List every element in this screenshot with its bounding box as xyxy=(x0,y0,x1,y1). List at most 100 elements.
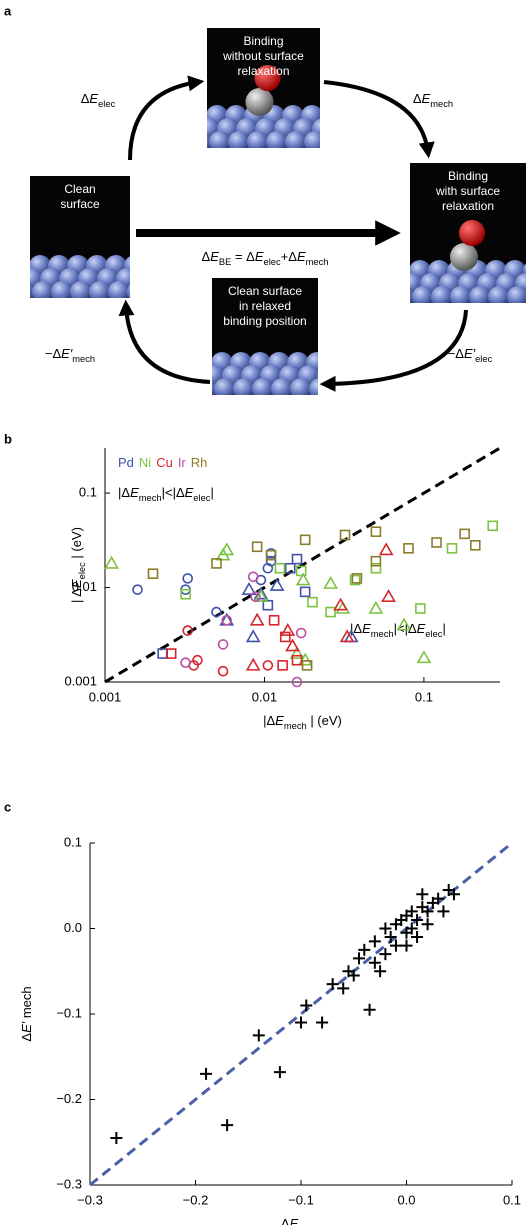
surface xyxy=(30,255,130,298)
point xyxy=(262,660,274,671)
y-axis-label: ΔE′ mech xyxy=(19,986,34,1041)
point xyxy=(274,562,286,574)
text-part: elec xyxy=(264,257,281,267)
atom xyxy=(228,131,250,148)
point xyxy=(469,539,481,551)
text-part: elec xyxy=(475,354,492,364)
point xyxy=(447,888,460,901)
text-part: E xyxy=(290,1216,299,1225)
atom xyxy=(266,131,288,148)
carbon xyxy=(450,243,478,271)
point xyxy=(245,629,261,643)
point xyxy=(333,597,348,611)
point xyxy=(370,526,382,538)
x-tick-label: 0.001 xyxy=(89,689,122,704)
text-part: Δ xyxy=(81,91,90,106)
text-part: E xyxy=(69,579,84,588)
point xyxy=(459,528,470,540)
atom xyxy=(32,281,54,298)
point xyxy=(351,573,363,584)
point xyxy=(299,534,311,546)
text-part: elec xyxy=(77,562,87,579)
point xyxy=(411,913,424,926)
point xyxy=(379,922,392,935)
point xyxy=(110,1131,123,1144)
cycle-arrows xyxy=(118,75,468,392)
point xyxy=(252,1029,265,1042)
text-part: | xyxy=(442,621,445,636)
box-text: in relaxed xyxy=(239,299,291,313)
point xyxy=(405,905,418,918)
text-part: |Δ xyxy=(350,621,362,636)
point xyxy=(301,660,313,671)
text-part: | Δ xyxy=(69,588,84,603)
legend-entry: Pd xyxy=(118,455,134,470)
text-part: | (eV) xyxy=(69,527,84,562)
atom xyxy=(488,286,510,303)
text-part: mech xyxy=(371,629,394,639)
point xyxy=(378,542,394,556)
oxygen xyxy=(254,65,281,91)
box-text: binding position xyxy=(223,314,306,328)
point xyxy=(300,999,313,1012)
point xyxy=(381,589,396,602)
point xyxy=(326,978,339,991)
point xyxy=(182,625,193,636)
text-part: Δ xyxy=(281,1216,290,1225)
point xyxy=(405,922,418,935)
point xyxy=(396,617,412,631)
point xyxy=(265,555,277,567)
carbon xyxy=(245,88,274,116)
reference-line xyxy=(89,841,513,1187)
box-text: surface xyxy=(60,197,100,211)
atom xyxy=(412,286,434,303)
box-text: Clean xyxy=(64,182,95,196)
text-part: E′ xyxy=(61,346,73,361)
point xyxy=(215,547,231,561)
text-part: Δ xyxy=(202,249,211,264)
point xyxy=(279,631,291,643)
text-part: | (eV) xyxy=(307,713,342,728)
x-tick-label: 0.1 xyxy=(503,1192,521,1207)
point xyxy=(262,599,274,611)
point xyxy=(273,1066,286,1079)
point xyxy=(368,600,384,614)
annotation: |ΔEmech|<|ΔEelec| xyxy=(350,621,446,639)
equation: ΔEBE = ΔEelec+ΔEmech xyxy=(202,249,329,267)
atom xyxy=(320,105,342,127)
point xyxy=(285,638,300,652)
point xyxy=(211,558,222,569)
point xyxy=(299,586,311,598)
box-text: relaxation xyxy=(442,199,494,213)
annotation: |ΔEmech|<|ΔEelec| xyxy=(118,485,214,503)
point xyxy=(370,555,382,567)
point xyxy=(277,660,288,671)
atom xyxy=(247,131,269,148)
point xyxy=(400,939,413,952)
y-tick-label: 0.1 xyxy=(79,485,97,500)
point xyxy=(347,969,360,982)
text-part: E xyxy=(130,485,139,500)
point xyxy=(295,565,307,577)
point xyxy=(245,657,261,671)
point xyxy=(253,589,269,602)
atom xyxy=(271,378,293,395)
point xyxy=(384,931,397,944)
text-part: elec xyxy=(98,99,115,109)
point xyxy=(379,948,392,961)
point xyxy=(280,622,296,636)
box-text: with surface xyxy=(435,184,500,198)
atom xyxy=(233,378,255,395)
text-part: E xyxy=(185,485,194,500)
atom xyxy=(70,281,92,298)
point xyxy=(217,639,229,650)
x-tick-label: 0.0 xyxy=(397,1192,415,1207)
legend-entry: Cu xyxy=(156,455,173,470)
oxygen xyxy=(459,220,485,246)
legend: Pd Ni Cu Ir Rh xyxy=(118,455,207,470)
arrow-label: ΔEmech xyxy=(413,91,453,109)
atom xyxy=(469,286,491,303)
